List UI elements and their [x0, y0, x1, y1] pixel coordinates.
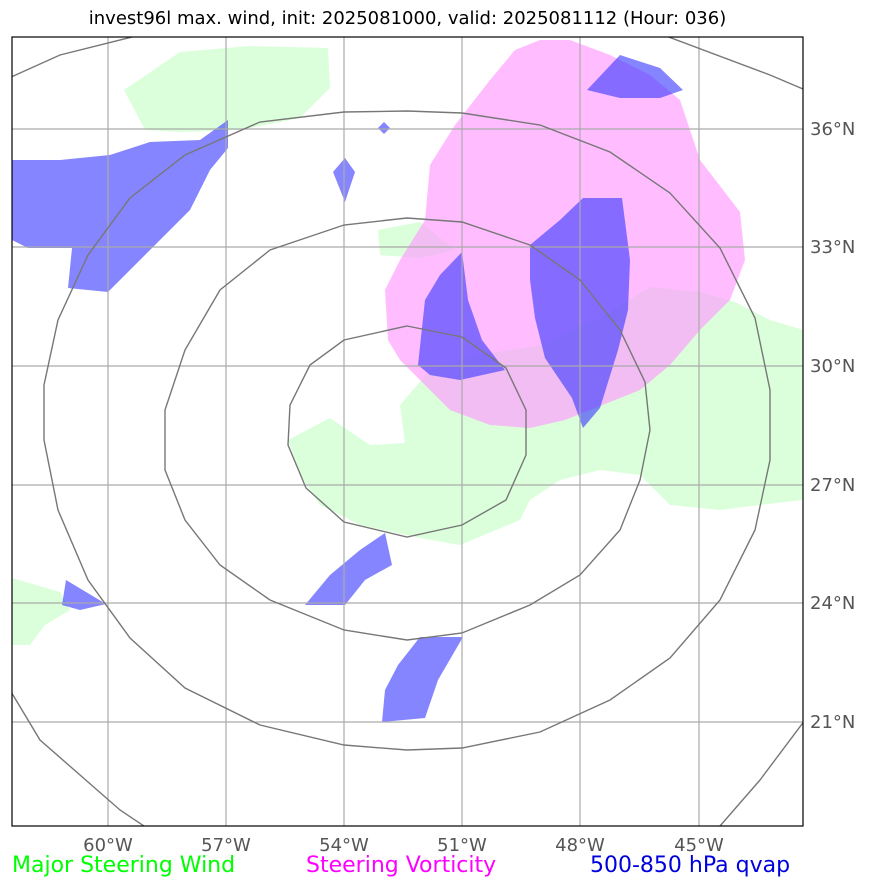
- y-tick-label: 27°N: [810, 475, 855, 496]
- legend-steering-vorticity: Steering Vorticity: [306, 853, 497, 878]
- map-title: invest96l max. wind, init: 2025081000, v…: [88, 8, 727, 29]
- x-tick-label: 48°W: [555, 835, 605, 856]
- qvap-area-south-1: [305, 533, 392, 605]
- x-tick-label: 54°W: [319, 835, 369, 856]
- y-tick-label: 36°N: [810, 119, 855, 140]
- wind-area-southwest: [12, 578, 70, 645]
- legend-steering-wind: Major Steering Wind: [12, 853, 236, 878]
- range-rings: [12, 37, 803, 826]
- range-ring-3: [43, 110, 771, 751]
- y-tick-label: 24°N: [810, 593, 855, 614]
- legend-qvap: 500-850 hPa qvap: [590, 853, 791, 878]
- gridlines: [12, 37, 803, 826]
- y-tick-label: 33°N: [810, 237, 855, 258]
- y-axis-labels: 36°N 33°N 30°N 27°N 24°N 21°N: [810, 119, 855, 733]
- x-tick-label: 60°W: [83, 835, 133, 856]
- qvap-area-northwest: [12, 120, 228, 292]
- x-tick-label: 51°W: [437, 835, 487, 856]
- range-ring-5: [12, 691, 146, 826]
- range-ring-6: [719, 721, 803, 826]
- x-tick-label: 45°W: [674, 835, 724, 856]
- range-ring-1: [287, 325, 527, 538]
- wind-area-northwest: [124, 46, 330, 132]
- qvap-dot-north: [378, 122, 390, 134]
- qvap-area-south-2: [382, 637, 463, 722]
- x-tick-label: 57°W: [201, 835, 251, 856]
- qvap-area-northeast: [587, 55, 683, 98]
- range-ring-4: [12, 37, 803, 90]
- range-ring-2: [164, 217, 651, 641]
- plot-frame: [11, 36, 804, 827]
- y-tick-label: 30°N: [810, 356, 855, 377]
- x-axis-labels: 60°W 57°W 54°W 51°W 48°W 45°W: [83, 835, 724, 856]
- y-tick-label: 21°N: [810, 712, 855, 733]
